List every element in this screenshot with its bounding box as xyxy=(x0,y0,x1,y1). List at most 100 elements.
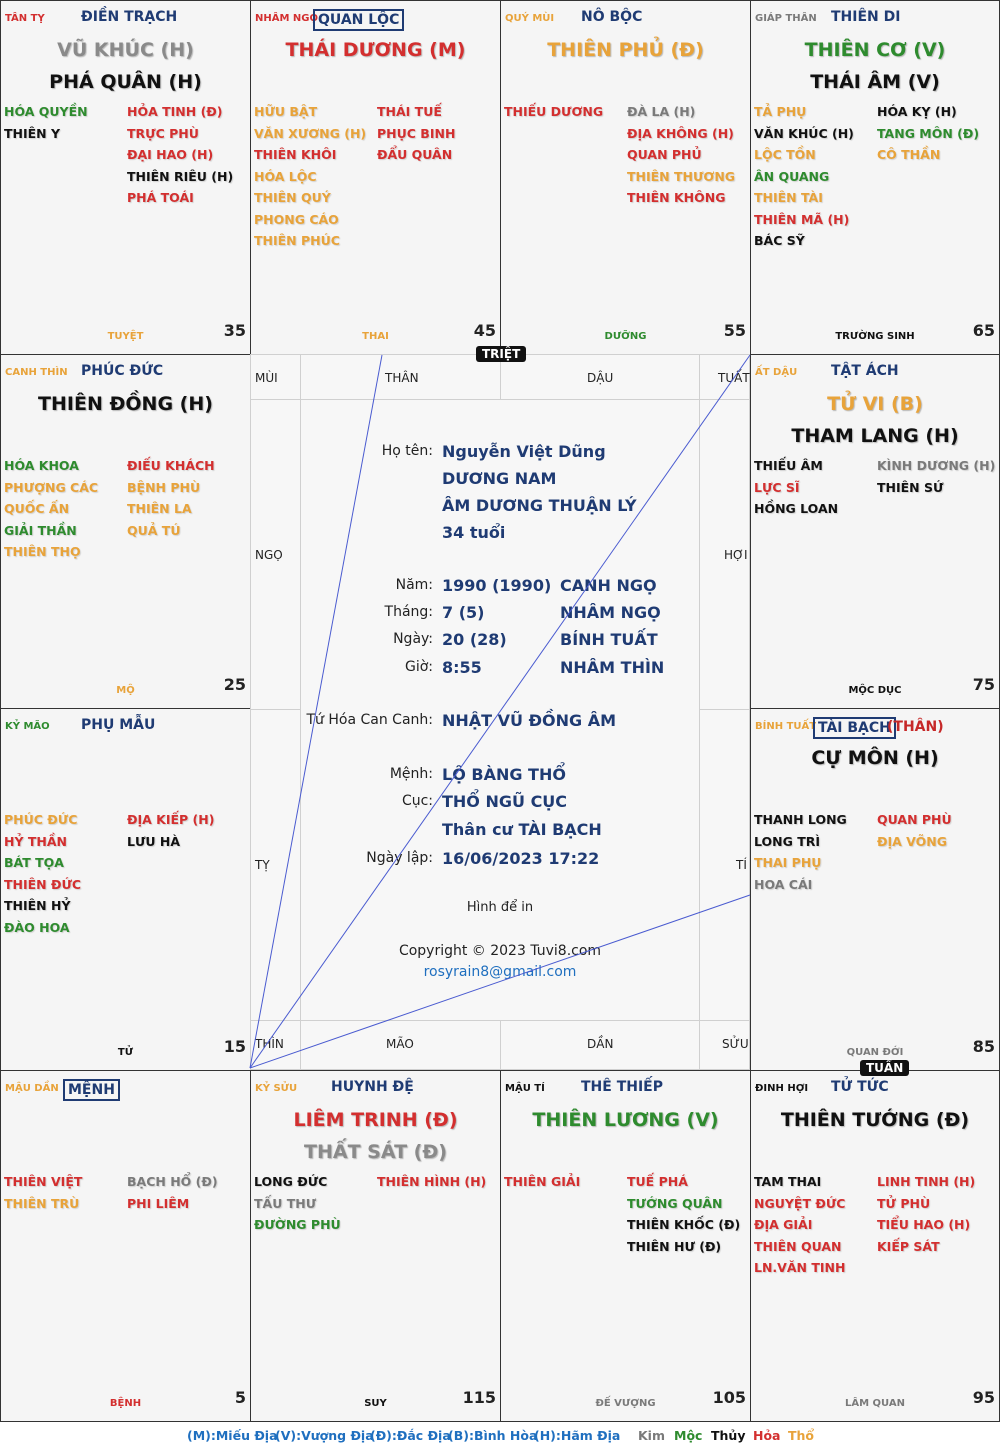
life-stage: SUY xyxy=(364,1398,387,1409)
minor-star: THIÊN ĐỨC xyxy=(4,876,82,892)
minor-star: ĐỊA VÕNG xyxy=(877,833,947,849)
label-year: Năm: xyxy=(395,577,433,593)
minor-stars-right: THÁI TUẾ PHỤC BINH ĐẨU QUÂN xyxy=(377,101,455,166)
ring-label: HỢI xyxy=(724,548,748,562)
label-name: Họ tên: xyxy=(381,443,433,459)
legend-hoa: Hỏa xyxy=(753,1428,781,1443)
tu-hoa-value: NHẬT VŨ ĐỒNG ÂM xyxy=(442,711,616,730)
minor-star: THANH LONG xyxy=(754,812,847,827)
legend-binh: (B):Bình Hòa xyxy=(448,1428,538,1443)
minor-star: THIÊN THỌ xyxy=(4,544,81,559)
minor-star: KIẾP SÁT xyxy=(877,1238,940,1254)
decade-age: 75 xyxy=(972,675,995,694)
minor-star: ĐÀ LA (H) xyxy=(627,104,696,119)
year-can: CANH NGỌ xyxy=(560,576,657,595)
minor-star: HỶ THẦN xyxy=(4,833,67,849)
minor-stars-right: ĐIẾU KHÁCH BỆNH PHÙ THIÊN LA QUẢ TÚ xyxy=(127,455,215,541)
palace-tat-ach: ẤT DẬU TẬT ÁCH TỬ VI (B) THAM LANG (H) THIẾU… xyxy=(750,354,1000,709)
main-star: THIÊN TƯỚNG (Đ) xyxy=(780,1109,970,1131)
minor-star: HỮU BẬT xyxy=(254,104,318,119)
legend-kim: Kim xyxy=(638,1428,665,1443)
minor-star: THIÊN Y xyxy=(4,125,61,141)
minor-star: QUẢ TÚ xyxy=(127,522,181,538)
label-hour: Giờ: xyxy=(404,659,433,675)
palace-huynh-de: KỶ SỬU HUYNH ĐỆ LIÊM TRINH (Đ) THẤT SÁT (Đ)… xyxy=(250,1070,501,1422)
minor-star: HÓA QUYỀN xyxy=(4,104,88,119)
minor-star: PHỤC BINH xyxy=(377,125,456,141)
ring-thin: THÌN xyxy=(250,1020,301,1070)
decade-age: 45 xyxy=(473,321,496,340)
cuc-value: THỔ NGŨ CỤC xyxy=(442,792,568,811)
palace-stem-branch: TÂN TỴ xyxy=(5,13,45,24)
month-can: NHÂM NGỌ xyxy=(560,603,661,622)
minor-stars-right: ĐÀ LA (H) ĐỊA KHÔNG (H) QUAN PHỦ THIÊN THƯƠ… xyxy=(627,101,735,209)
email-link[interactable]: rosyrain8@gmail.com xyxy=(423,964,577,980)
minor-star: ĐẠI HAO (H) xyxy=(127,147,214,162)
palace-stem-branch: MẬU DẦN xyxy=(5,1083,59,1094)
minor-star: PHƯỢNG CÁC xyxy=(4,479,99,495)
minor-star: ÂN QUANG xyxy=(754,168,830,184)
minor-star: TANG MÔN (Đ) xyxy=(877,125,980,141)
minor-star: THIÊN QUÝ xyxy=(254,190,331,205)
than-marker: (THÂN) xyxy=(887,719,944,735)
decade-age: 105 xyxy=(712,1388,746,1407)
minor-star: PHÚC ĐỨC xyxy=(4,812,78,827)
ring-label: THÂN xyxy=(385,371,419,385)
ring-hoi: HỢI xyxy=(699,399,750,710)
minor-star: ĐỊA KIẾP (H) xyxy=(127,812,215,827)
minor-star: TẤU THƯ xyxy=(254,1195,317,1211)
minor-star: THIÊN HÌNH (H) xyxy=(377,1174,487,1189)
year-value: 1990 (1990) xyxy=(442,576,552,595)
minor-stars-left: PHÚC ĐỨC HỶ THẦN BÁT TỌA THIÊN ĐỨC THIÊN HỶ Đ… xyxy=(4,809,81,938)
age-text: 34 tuổi xyxy=(442,523,506,542)
center-info-panel: MÙI THÂN DẬU TUẤT NGỌ HỢI TỴ TÍ THÌN MÃO… xyxy=(250,354,750,1070)
hour-can: NHÂM THÌN xyxy=(560,658,665,677)
palace-name: HUYNH ĐỆ xyxy=(331,1079,414,1095)
minor-stars-left: THIẾU DƯƠNG xyxy=(504,101,603,123)
minor-stars-right: HÓA KỴ (H) TANG MÔN (Đ) CÔ THẦN xyxy=(877,101,979,166)
palace-quan-loc: NHÂM NGỌ QUAN LỘC THÁI DƯƠNG (M) HỮU BẬT VĂN… xyxy=(250,0,501,355)
main-star: THIÊN CƠ (V) xyxy=(804,39,946,61)
minor-star: THIÊN LA xyxy=(127,501,192,516)
minor-star: THIÊN TRÙ xyxy=(4,1195,80,1211)
ring-label: THÌN xyxy=(255,1037,284,1051)
minor-star: BẠCH HỔ (Đ) xyxy=(127,1174,218,1189)
palace-name: TÀI BẠCH xyxy=(813,717,896,739)
decade-age: 55 xyxy=(723,321,746,340)
minor-star: ĐẨU QUÂN xyxy=(377,147,453,162)
minor-star: THIÊN PHÚC xyxy=(254,233,340,248)
palace-name: QUAN LỘC xyxy=(313,9,405,31)
minor-star: THIÊN KHÔI xyxy=(254,147,337,162)
print-link[interactable]: Hình để in xyxy=(466,900,534,915)
minor-star: THIÊN KHÔNG xyxy=(627,190,726,205)
palace-stem-branch: MẬU TÍ xyxy=(505,1083,545,1094)
minor-star: HÓA LỘC xyxy=(254,168,317,184)
minor-star: TAM THAI xyxy=(754,1174,822,1189)
tuan-tag: TUẦN xyxy=(860,1060,910,1076)
minor-star: LƯU HÀ xyxy=(127,833,181,849)
minor-star: THIÊN TÀI xyxy=(754,190,823,205)
legend-dac: (Đ):Đắc Địa xyxy=(370,1428,451,1443)
minor-star: THIÊN KHỐC (Đ) xyxy=(627,1217,741,1232)
palace-stem-branch: KỶ SỬU xyxy=(255,1083,298,1094)
minor-star: TỬ PHÙ xyxy=(877,1195,931,1211)
life-stage: DƯỠNG xyxy=(604,331,647,342)
palace-name: PHỤ MẪU xyxy=(81,717,156,733)
ring-tuat: TUẤT xyxy=(699,354,750,400)
copyright: Copyright © 2023 Tuvi8.com xyxy=(398,943,602,959)
minor-stars-right: QUAN PHÙ ĐỊA VÕNG xyxy=(877,809,952,852)
ring-label: DẬU xyxy=(587,371,614,385)
minor-star: TƯỚNG QUÂN xyxy=(627,1195,723,1211)
minor-star: THÁI TUẾ xyxy=(377,104,442,119)
life-stage: MỘ xyxy=(116,685,135,696)
minor-stars-left: THIÊN VIỆT THIÊN TRÙ xyxy=(4,1171,82,1214)
palace-name: PHÚC ĐỨC xyxy=(81,363,164,379)
minor-star: ĐƯỜNG PHÙ xyxy=(254,1217,341,1232)
decade-age: 85 xyxy=(972,1037,995,1056)
ring-label: TỴ xyxy=(255,858,270,872)
minor-star: THIẾU DƯƠNG xyxy=(504,104,604,119)
main-star: LIÊM TRINH (Đ) xyxy=(293,1109,458,1131)
month-value: 7 (5) xyxy=(442,603,485,622)
minor-star: HÓA KHOA xyxy=(4,458,79,473)
